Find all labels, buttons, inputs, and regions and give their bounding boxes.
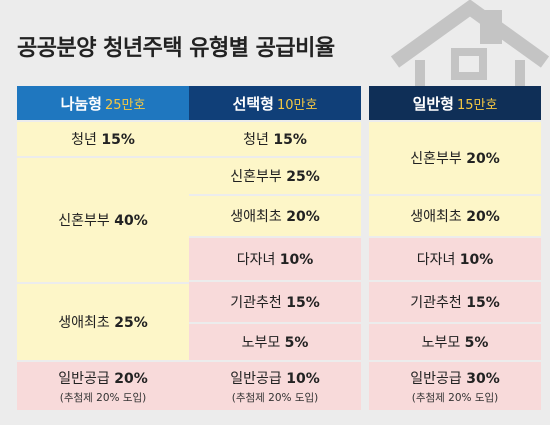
column-amount: 15만호 bbox=[456, 97, 498, 113]
row-label: 청년 bbox=[243, 132, 269, 148]
row-value: 40% bbox=[114, 213, 148, 229]
row-value: 15% bbox=[273, 132, 307, 148]
column-name: 일반형 bbox=[412, 94, 454, 113]
row-value: 30% bbox=[466, 370, 500, 387]
column-name: 나눔형 bbox=[60, 94, 102, 113]
table-cell: 일반공급 20% (추첨제 20% 도입) bbox=[17, 362, 189, 410]
row-value: 20% bbox=[466, 151, 500, 167]
row-value: 20% bbox=[466, 209, 500, 225]
row-label: 기관추천 bbox=[230, 295, 282, 311]
row-value: 15% bbox=[286, 295, 320, 311]
row-value: 10% bbox=[286, 370, 320, 387]
table-cell: 노부모 5% bbox=[189, 324, 361, 360]
row-value: 10% bbox=[459, 252, 494, 268]
house-outline-icon bbox=[390, 0, 550, 90]
table-cell: 신혼부부 20% bbox=[369, 122, 541, 194]
row-label: 다자녀 bbox=[416, 252, 456, 268]
row-label: 신혼부부 bbox=[410, 151, 462, 167]
row-label: 생애최초 bbox=[230, 209, 282, 225]
row-value: 20% bbox=[286, 209, 320, 225]
row-label: 노부모 bbox=[421, 335, 461, 351]
row-note: (추첨제 20% 도입) bbox=[59, 391, 147, 404]
table-cell: 다자녀 10% bbox=[369, 238, 541, 280]
row-value: 25% bbox=[114, 315, 148, 331]
row-value: 15% bbox=[101, 132, 135, 148]
column-header: 나눔형 25만호 bbox=[17, 86, 189, 120]
row-value: 20% bbox=[114, 370, 148, 387]
column-amount: 25만호 bbox=[104, 97, 146, 113]
row-label: 다자녀 bbox=[236, 252, 276, 268]
row-label: 기관추천 bbox=[410, 295, 462, 311]
row-label: 신혼부부 bbox=[58, 213, 110, 229]
row-label: 일반공급 bbox=[230, 370, 282, 387]
table-cell: 다자녀 10% bbox=[189, 238, 361, 280]
table-cell: 기관추천 15% bbox=[189, 282, 361, 322]
column-amount: 10만호 bbox=[276, 97, 318, 113]
table-cell: 신혼부부 40% bbox=[17, 158, 189, 282]
row-value: 5% bbox=[284, 335, 309, 351]
table-cell: 기관추천 15% bbox=[369, 282, 541, 322]
row-note: (추첨제 20% 도입) bbox=[231, 391, 319, 404]
row-value: 15% bbox=[466, 295, 500, 311]
table-cell: 일반공급 10% (추첨제 20% 도입) bbox=[189, 362, 361, 410]
row-label: 청년 bbox=[71, 132, 97, 148]
row-value: 5% bbox=[464, 335, 489, 351]
column-header: 선택형 10만호 bbox=[189, 86, 361, 120]
row-note: (추첨제 20% 도입) bbox=[411, 391, 499, 404]
row-label: 생애최초 bbox=[58, 315, 110, 331]
row-value: 25% bbox=[286, 169, 320, 185]
row-label: 생애최초 bbox=[410, 209, 462, 225]
table-cell: 생애최초 25% bbox=[17, 284, 189, 360]
table-cell: 일반공급 30% (추첨제 20% 도입) bbox=[369, 362, 541, 410]
row-label: 노부모 bbox=[241, 335, 281, 351]
table-cell: 신혼부부 25% bbox=[189, 158, 361, 194]
page-title: 공공분양 청년주택 유형별 공급비율 bbox=[17, 36, 335, 61]
row-label: 일반공급 bbox=[410, 370, 462, 387]
table-cell: 청년 15% bbox=[189, 122, 361, 156]
row-value: 10% bbox=[279, 252, 314, 268]
table-cell: 생애최초 20% bbox=[369, 196, 541, 236]
table-cell: 생애최초 20% bbox=[189, 196, 361, 236]
row-label: 일반공급 bbox=[58, 370, 110, 387]
column-name: 선택형 bbox=[232, 94, 274, 113]
row-label: 신혼부부 bbox=[230, 169, 282, 185]
table-cell: 청년 15% bbox=[17, 122, 189, 156]
column-header: 일반형 15만호 bbox=[369, 86, 541, 120]
table-cell: 노부모 5% bbox=[369, 324, 541, 360]
